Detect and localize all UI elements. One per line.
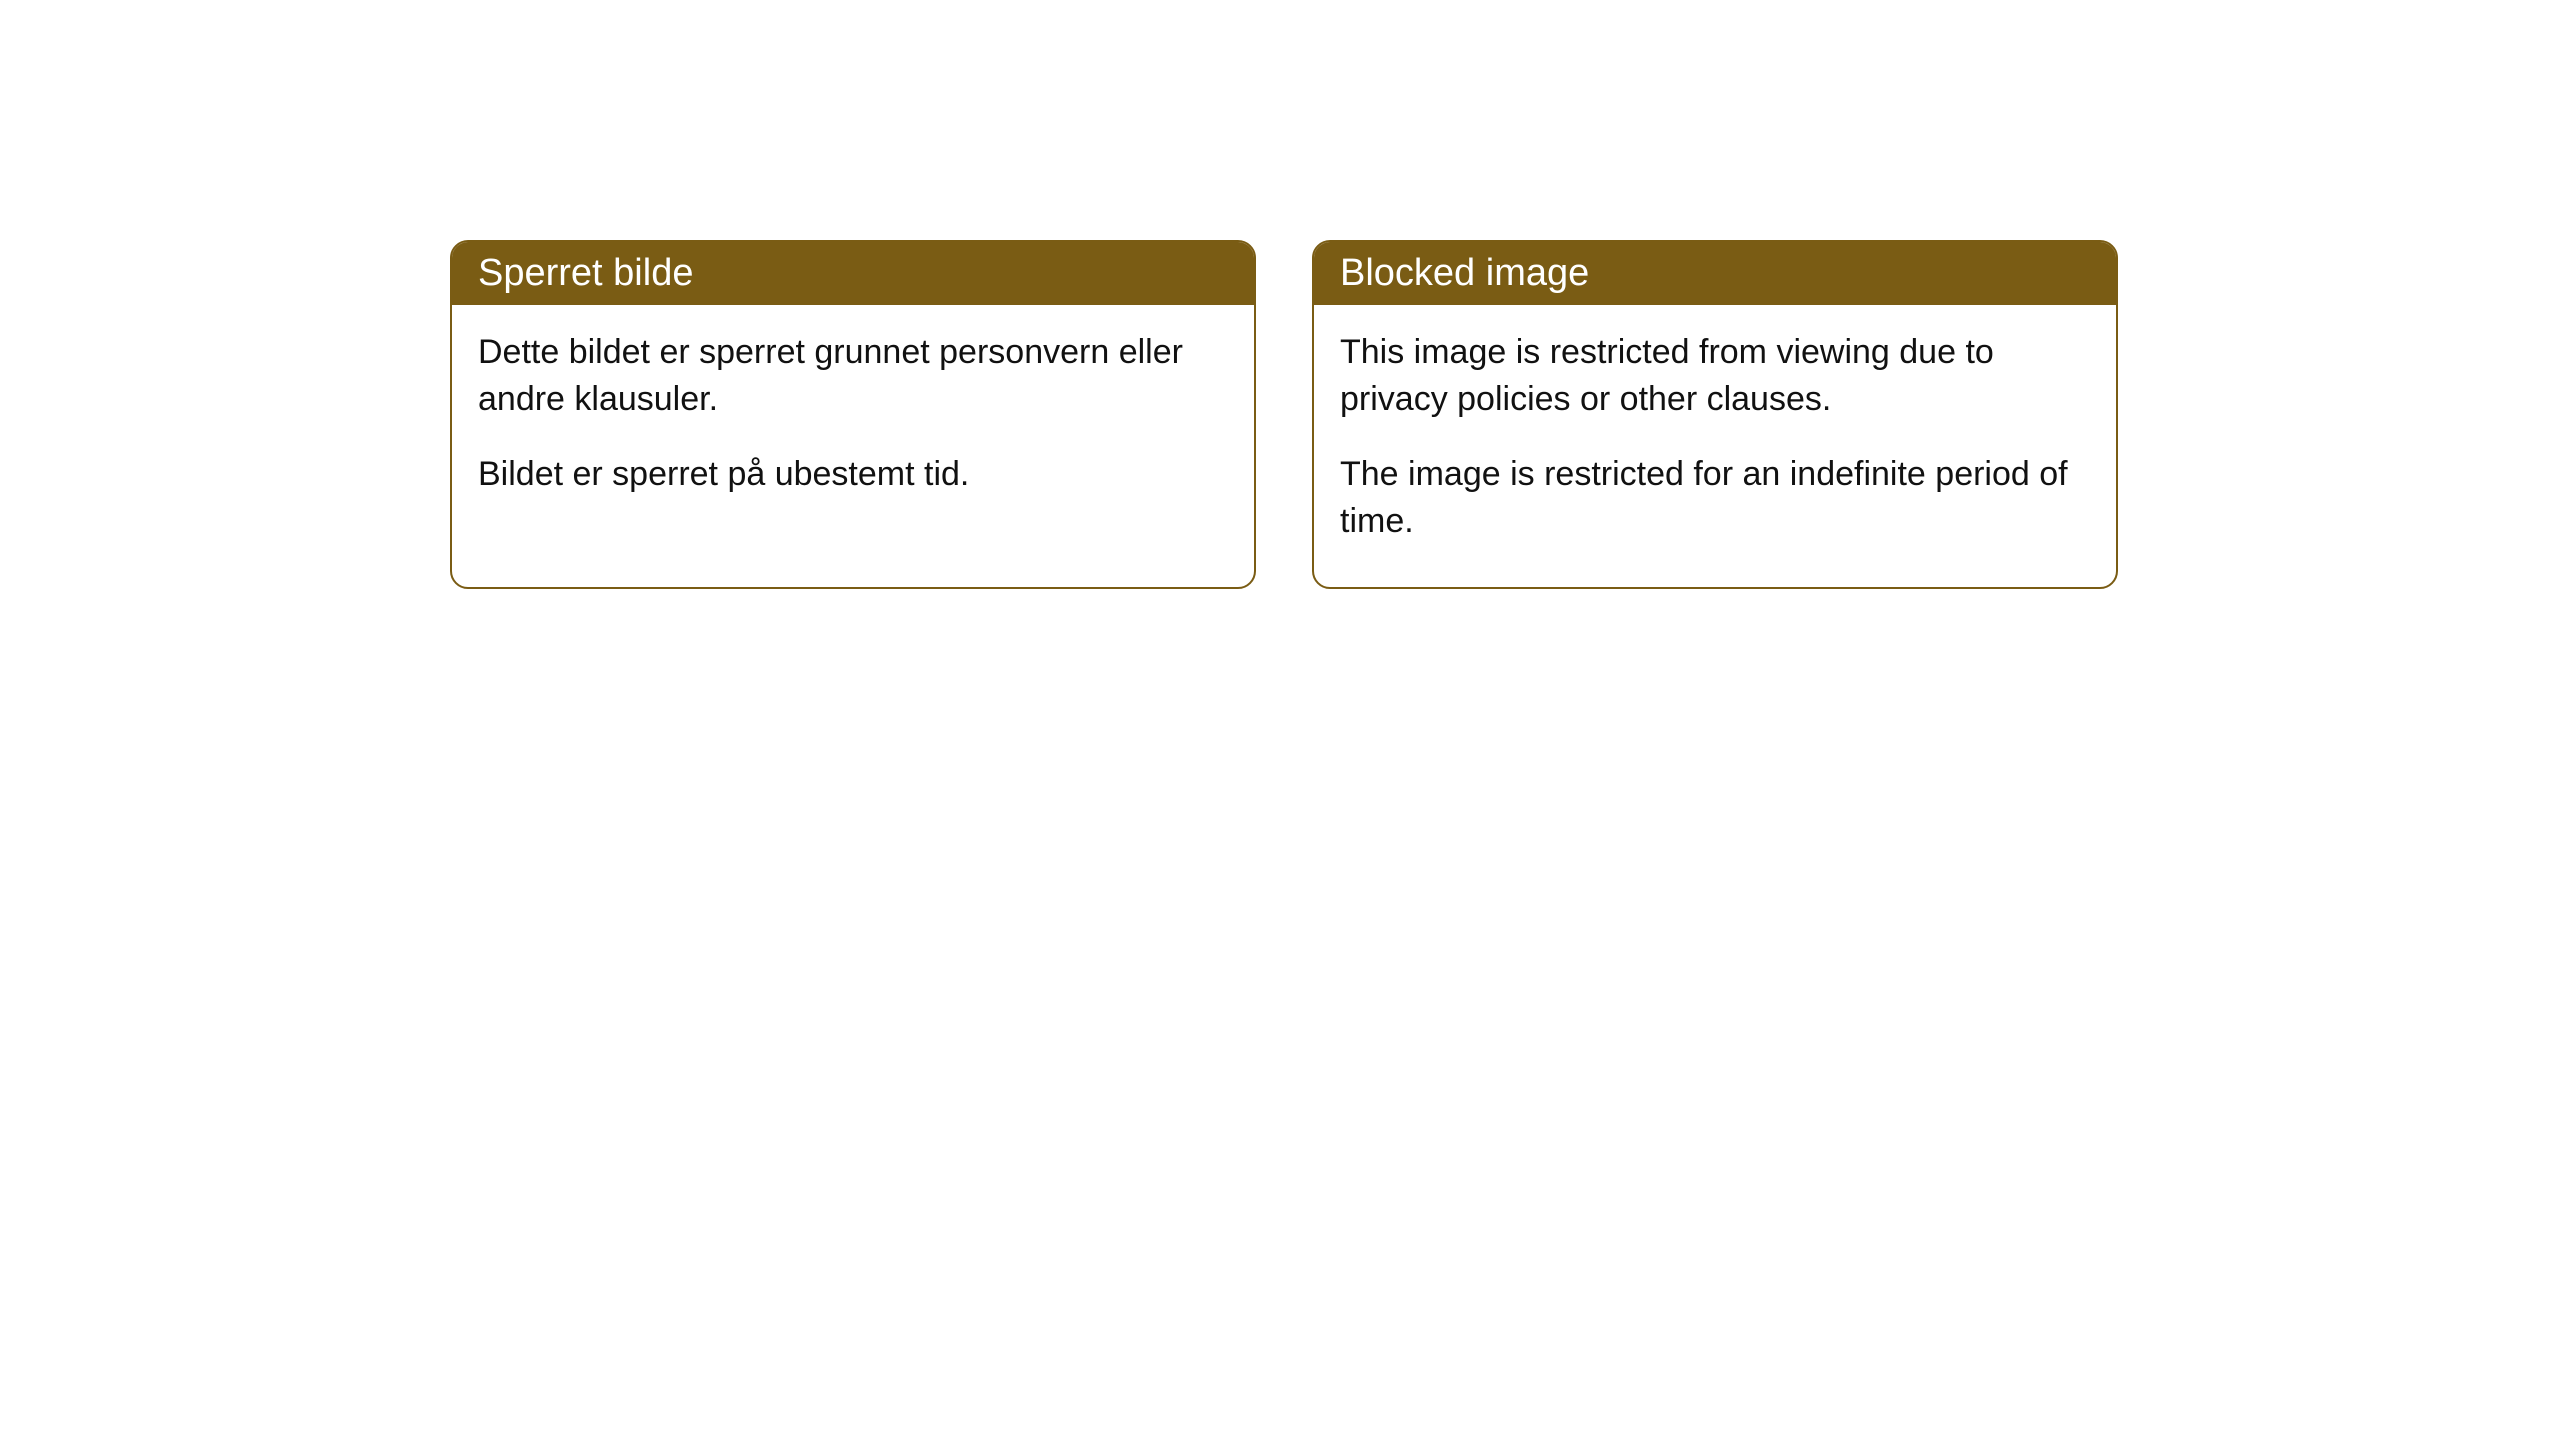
card-paragraph-2: Bildet er sperret på ubestemt tid. — [478, 451, 1228, 498]
card-english: Blocked image This image is restricted f… — [1312, 240, 2118, 589]
card-body-norwegian: Dette bildet er sperret grunnet personve… — [452, 305, 1254, 540]
card-paragraph-1: This image is restricted from viewing du… — [1340, 329, 2090, 423]
card-header-norwegian: Sperret bilde — [452, 242, 1254, 305]
card-header-english: Blocked image — [1314, 242, 2116, 305]
card-norwegian: Sperret bilde Dette bildet er sperret gr… — [450, 240, 1256, 589]
card-paragraph-2: The image is restricted for an indefinit… — [1340, 451, 2090, 545]
card-body-english: This image is restricted from viewing du… — [1314, 305, 2116, 587]
card-paragraph-1: Dette bildet er sperret grunnet personve… — [478, 329, 1228, 423]
cards-container: Sperret bilde Dette bildet er sperret gr… — [450, 240, 2118, 589]
